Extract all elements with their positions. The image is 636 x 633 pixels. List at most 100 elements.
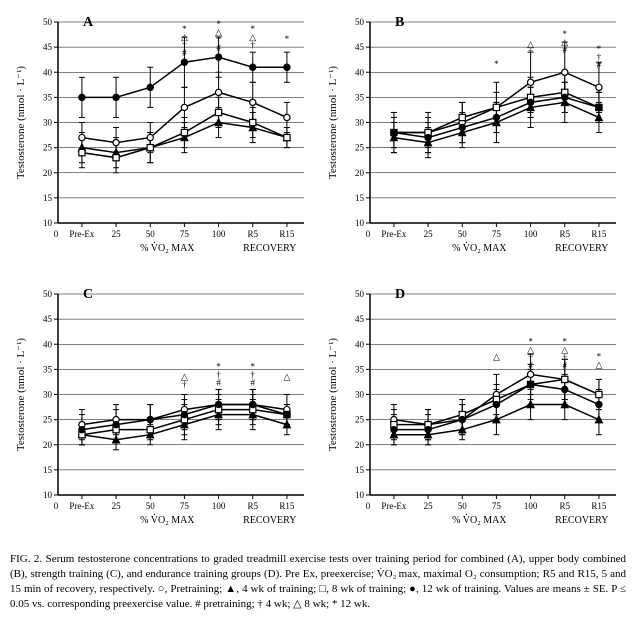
svg-text:100: 100: [212, 501, 226, 511]
svg-text:25: 25: [424, 229, 434, 239]
svg-text:Testosterone (nmol · L⁻¹): Testosterone (nmol · L⁻¹): [327, 66, 339, 179]
svg-text:75: 75: [492, 229, 502, 239]
svg-text:†: †: [528, 47, 533, 57]
svg-text:30: 30: [355, 118, 365, 128]
svg-text:15: 15: [355, 465, 365, 475]
svg-text:R15: R15: [279, 501, 295, 511]
svg-text:R5: R5: [247, 229, 258, 239]
svg-text:R5: R5: [559, 229, 570, 239]
svg-text:35: 35: [43, 364, 53, 374]
svg-text:Testosterone (nmol · L⁻¹): Testosterone (nmol · L⁻¹): [15, 66, 27, 179]
svg-text:30: 30: [43, 118, 53, 128]
svg-text:35: 35: [355, 364, 365, 374]
svg-text:30: 30: [43, 390, 53, 400]
svg-text:10: 10: [355, 490, 365, 500]
caption-text: Serum testosterone concentrations to gra…: [10, 553, 626, 610]
svg-text:100: 100: [524, 229, 538, 239]
svg-text:50: 50: [43, 17, 53, 27]
svg-text:A: A: [83, 15, 94, 30]
svg-text:15: 15: [43, 465, 53, 475]
svg-text:45: 45: [43, 314, 53, 324]
svg-text:#: #: [216, 377, 221, 387]
svg-text:#: #: [563, 360, 568, 370]
panel-c: 101520253035404550Testosterone (nmol · L…: [10, 282, 314, 542]
svg-text:100: 100: [212, 229, 226, 239]
svg-text:40: 40: [355, 67, 365, 77]
svg-text:15: 15: [355, 193, 365, 203]
svg-text:% V̇O₂ MAX: % V̇O₂ MAX: [140, 242, 195, 254]
svg-text:†: †: [182, 379, 187, 389]
chart-svg: 10 15 20 25 30 35 40 45 50 Testosterone (nmol · L…: [322, 10, 622, 265]
svg-text:40: 40: [43, 67, 53, 77]
svg-text:#: #: [182, 48, 187, 58]
svg-text:R15: R15: [591, 501, 607, 511]
svg-text:35: 35: [355, 92, 365, 102]
svg-text:25: 25: [43, 143, 53, 153]
svg-text:10: 10: [355, 218, 365, 228]
svg-text:% V̇O₂ MAX: % V̇O₂ MAX: [452, 242, 507, 254]
svg-text:30: 30: [355, 390, 365, 400]
svg-text:R15: R15: [591, 229, 607, 239]
svg-text:75: 75: [492, 501, 502, 511]
svg-text:% V̇O₂ MAX: % V̇O₂ MAX: [452, 514, 507, 526]
svg-text:R15: R15: [279, 229, 295, 239]
svg-text:75: 75: [180, 229, 190, 239]
svg-text:#: #: [251, 377, 256, 387]
svg-text:15: 15: [43, 193, 53, 203]
svg-text:C: C: [83, 287, 93, 302]
svg-text:Pre-Ex: Pre-Ex: [69, 229, 94, 239]
figure-grid: 10 15 20 25 30 35 40 45 50 Testosterone (nmol · L…: [10, 10, 626, 542]
svg-text:†: †: [251, 40, 256, 50]
svg-text:B: B: [395, 15, 404, 30]
svg-text:50: 50: [43, 289, 53, 299]
svg-text:20: 20: [43, 440, 53, 450]
svg-text:#: #: [597, 60, 602, 70]
svg-text:0: 0: [366, 501, 371, 511]
svg-text:RECOVERY: RECOVERY: [555, 243, 608, 254]
svg-text:% V̇O₂ MAX: % V̇O₂ MAX: [140, 514, 195, 526]
svg-text:40: 40: [355, 339, 365, 349]
svg-text:45: 45: [355, 42, 365, 52]
svg-text:RECOVERY: RECOVERY: [243, 243, 296, 254]
svg-text:△: △: [595, 359, 602, 369]
svg-text:45: 45: [43, 42, 53, 52]
svg-text:#: #: [528, 360, 533, 370]
svg-text:20: 20: [43, 168, 53, 178]
svg-text:0: 0: [366, 229, 371, 239]
svg-text:25: 25: [355, 415, 365, 425]
svg-text:#: #: [216, 43, 221, 53]
svg-text:25: 25: [112, 501, 122, 511]
svg-text:△: △: [283, 371, 290, 381]
svg-text:50: 50: [458, 501, 468, 511]
svg-text:35: 35: [43, 92, 53, 102]
svg-text:50: 50: [355, 17, 365, 27]
figure-caption: FIG. 2. Serum testosterone concentration…: [10, 552, 626, 611]
svg-text:75: 75: [180, 501, 190, 511]
svg-text:45: 45: [355, 314, 365, 324]
svg-text:*: *: [285, 34, 290, 44]
svg-text:Pre-Ex: Pre-Ex: [69, 501, 94, 511]
panel-b: 10 15 20 25 30 35 40 45 50 Testosterone (nmol · L…: [322, 10, 626, 270]
panel-d: 10 15 20 25 30 35 40 45 50 Testosterone (nmol · L…: [322, 282, 626, 542]
svg-text:20: 20: [355, 168, 365, 178]
svg-text:Testosterone (nmol · L⁻¹): Testosterone (nmol · L⁻¹): [15, 338, 27, 451]
svg-text:D: D: [395, 287, 405, 302]
svg-text:25: 25: [355, 143, 365, 153]
chart-svg: 10 15 20 25 30 35 40 45 50 Testosterone (nmol · L…: [322, 282, 622, 537]
svg-text:Pre-Ex: Pre-Ex: [381, 501, 406, 511]
svg-text:50: 50: [355, 289, 365, 299]
svg-text:20: 20: [355, 440, 365, 450]
svg-text:50: 50: [458, 229, 468, 239]
svg-text:*: *: [494, 59, 499, 69]
svg-text:25: 25: [43, 415, 53, 425]
caption-prefix: FIG. 2.: [10, 553, 42, 565]
svg-text:25: 25: [112, 229, 122, 239]
svg-text:100: 100: [524, 501, 538, 511]
svg-text:R5: R5: [559, 501, 570, 511]
svg-text:10: 10: [43, 218, 53, 228]
svg-text:Testosterone (nmol · L⁻¹): Testosterone (nmol · L⁻¹): [327, 338, 339, 451]
svg-text:#: #: [563, 45, 568, 55]
svg-text:△: △: [493, 351, 500, 361]
svg-text:R5: R5: [247, 501, 258, 511]
svg-text:0: 0: [54, 501, 59, 511]
